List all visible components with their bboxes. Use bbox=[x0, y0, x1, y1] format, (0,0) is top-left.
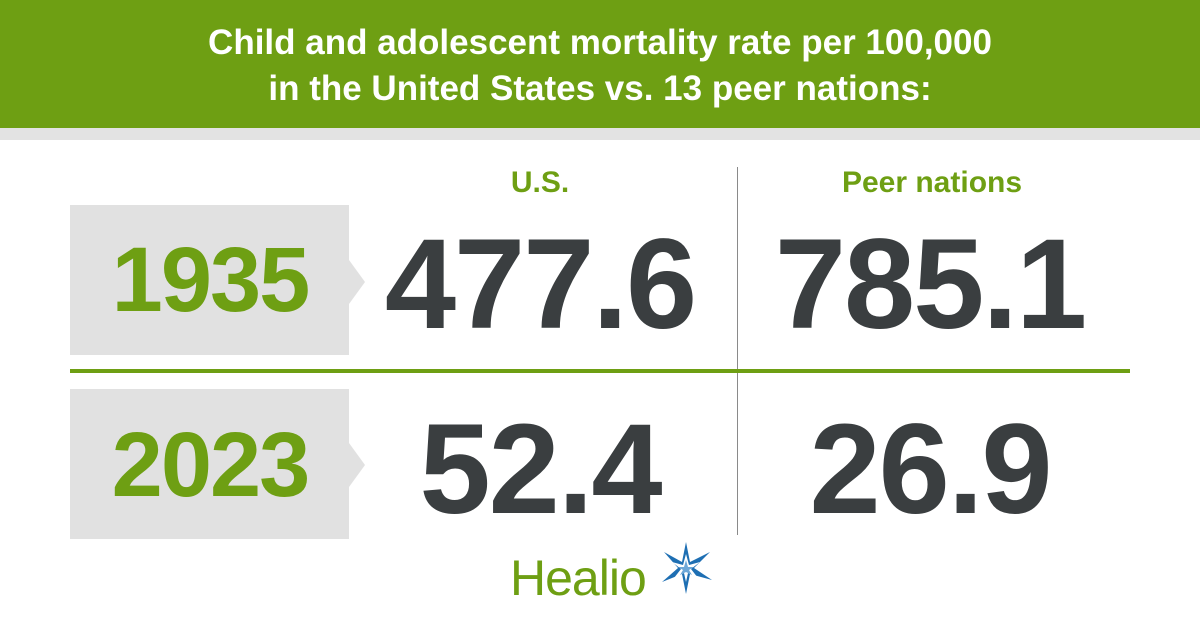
logo-wordmark: Healio bbox=[510, 550, 647, 606]
year-label-2023: 2023 bbox=[111, 414, 311, 516]
row-divider bbox=[70, 369, 1130, 373]
healio-logo: Healio bbox=[510, 540, 720, 610]
value-peer-2023: 26.9 bbox=[809, 398, 1052, 541]
column-header-us: U.S. bbox=[510, 166, 570, 199]
title-line-2: in the United States vs. 13 peer nations… bbox=[268, 69, 932, 108]
year-pointer-1935 bbox=[349, 260, 365, 304]
column-header-peer-nations: Peer nations bbox=[841, 166, 1023, 199]
year-pointer-2023 bbox=[349, 443, 365, 487]
title-line-1: Child and adolescent mortality rate per … bbox=[208, 23, 992, 62]
value-peer-1935: 785.1 bbox=[774, 213, 1087, 356]
title-banner: Child and adolescent mortality rate per … bbox=[0, 0, 1200, 128]
star-burst-icon bbox=[662, 542, 712, 594]
column-divider bbox=[737, 167, 738, 535]
value-us-2023: 52.4 bbox=[419, 398, 662, 541]
year-box-1935 bbox=[70, 205, 349, 355]
year-box-2023 bbox=[70, 389, 349, 539]
year-label-1935: 1935 bbox=[111, 229, 311, 331]
title-banner-shadow bbox=[0, 128, 1200, 140]
value-us-1935: 477.6 bbox=[384, 213, 697, 356]
